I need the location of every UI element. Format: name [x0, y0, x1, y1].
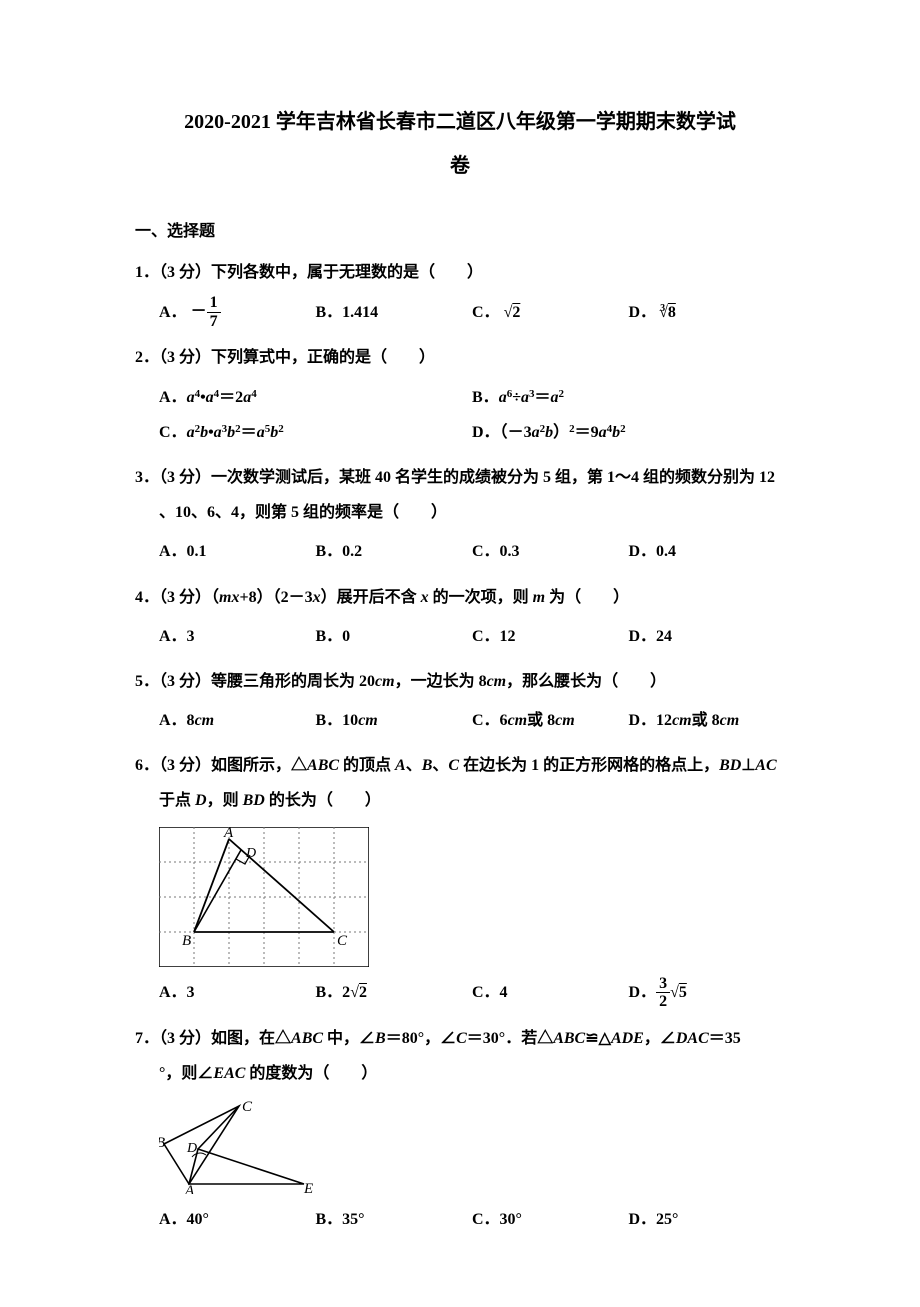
q6-option-b: B．2√2 — [316, 975, 473, 1011]
q1-options: A． －17 B．1.414 C． √2 D． 3√8 — [135, 294, 785, 330]
page-title: 2020-2021 学年吉林省长春市二道区八年级第一学期期末数学试 卷 — [135, 100, 785, 188]
q6-text-2: 于点 D，则 BD 的长为（ ） — [135, 783, 785, 818]
q5-options: A．8cm B．10cm C．6cm 或 8cm D．12cm 或 8cm — [135, 703, 785, 738]
q5-option-b: B．10cm — [316, 703, 473, 738]
q5-option-c: C．6cm 或 8cm — [472, 703, 629, 738]
q7-text-1: 7．（3 分）如图，在△ABC 中，∠B＝80°，∠C＝30°．若△ABC≌△A… — [135, 1021, 785, 1056]
q7-option-c: C．30° — [472, 1202, 629, 1237]
q4-option-c: C．12 — [472, 619, 629, 654]
svg-text:D: D — [186, 1141, 197, 1156]
q7-figure: A B C D E — [159, 1099, 785, 1194]
q4-option-a: A．3 — [159, 619, 316, 654]
question-3: 3．（3 分）一次数学测试后，某班 40 名学生的成绩被分为 5 组，第 1～4… — [135, 460, 785, 570]
q6-text-1: 6．（3 分）如图所示，△ABC 的顶点 A、B、C 在边长为 1 的正方形网格… — [135, 748, 785, 783]
q3-option-b: B．0.2 — [316, 534, 473, 569]
q5-option-d: D．12cm 或 8cm — [629, 703, 786, 738]
q1-option-c: C． √2 — [472, 294, 629, 330]
q2-option-c: C． a2b•a3b2＝a5b2 — [159, 415, 472, 450]
svg-text:D: D — [245, 846, 256, 861]
svg-text:A: A — [223, 827, 234, 841]
q4-option-b: B．0 — [316, 619, 473, 654]
svg-text:C: C — [337, 933, 348, 949]
question-4: 4．（3 分）（mx+8）（2－3x）展开后不含 x 的一次项，则 m 为（ ）… — [135, 580, 785, 654]
svg-text:B: B — [182, 933, 191, 949]
question-6: 6．（3 分）如图所示，△ABC 的顶点 A、B、C 在边长为 1 的正方形网格… — [135, 748, 785, 1011]
svg-text:B: B — [159, 1135, 165, 1151]
title-line-2: 卷 — [450, 155, 470, 177]
svg-text:A: A — [184, 1183, 195, 1194]
q3-option-a: A．0.1 — [159, 534, 316, 569]
q3-text-1: 3．（3 分）一次数学测试后，某班 40 名学生的成绩被分为 5 组，第 1～4… — [135, 460, 785, 495]
q6-options: A．3 B．2√2 C．4 D． 32√5 — [135, 975, 785, 1011]
section-header-1: 一、选择题 — [135, 218, 785, 247]
q1-option-d: D． 3√8 — [629, 294, 786, 330]
q6-figure: A B C D — [159, 827, 785, 967]
title-line-1: 2020-2021 学年吉林省长春市二道区八年级第一学期期末数学试 — [184, 111, 736, 133]
q7-options: A．40° B．35° C．30° D．25° — [135, 1202, 785, 1237]
q7-option-a: A．40° — [159, 1202, 316, 1237]
q6-grid-diagram: A B C D — [159, 827, 369, 967]
q3-option-c: C．0.3 — [472, 534, 629, 569]
q3-options: A．0.1 B．0.2 C．0.3 D．0.4 — [135, 534, 785, 569]
q1-text: 1．（3 分）下列各数中，属于无理数的是（ ） — [135, 255, 785, 290]
q6-option-d: D． 32√5 — [629, 975, 786, 1011]
q4-options: A．3 B．0 C．12 D．24 — [135, 619, 785, 654]
q1-option-b: B．1.414 — [316, 294, 473, 330]
q4-option-d: D．24 — [629, 619, 786, 654]
q7-text-2: °，则∠EAC 的度数为（ ） — [135, 1056, 785, 1091]
question-5: 5．（3 分）等腰三角形的周长为 20cm，一边长为 8cm，那么腰长为（ ） … — [135, 664, 785, 738]
question-7: 7．（3 分）如图，在△ABC 中，∠B＝80°，∠C＝30°．若△ABC≌△A… — [135, 1021, 785, 1238]
svg-text:E: E — [303, 1181, 313, 1194]
q2-option-a: A． a4•a4＝2a4 — [159, 380, 472, 415]
q3-option-d: D．0.4 — [629, 534, 786, 569]
q7-option-d: D．25° — [629, 1202, 786, 1237]
svg-text:C: C — [242, 1099, 253, 1115]
q2-option-d: D．（ －3a2b）2＝9a4b2 — [472, 415, 785, 450]
q6-option-c: C．4 — [472, 975, 629, 1011]
q2-text: 2．（3 分）下列算式中，正确的是（ ） — [135, 340, 785, 375]
q1-option-a: A． －17 — [159, 294, 316, 330]
q7-triangle-diagram: A B C D E — [159, 1099, 314, 1194]
q7-option-b: B．35° — [316, 1202, 473, 1237]
q3-text-2: 、10、6、4，则第 5 组的频率是（ ） — [135, 495, 785, 530]
q2-options: A． a4•a4＝2a4 B． a6÷a3＝a2 C． a2b•a3b2＝a5b… — [135, 380, 785, 450]
q5-text: 5．（3 分）等腰三角形的周长为 20cm，一边长为 8cm，那么腰长为（ ） — [135, 664, 785, 699]
q2-option-b: B． a6÷a3＝a2 — [472, 380, 785, 415]
question-1: 1．（3 分）下列各数中，属于无理数的是（ ） A． －17 B．1.414 C… — [135, 255, 785, 331]
q6-option-a: A．3 — [159, 975, 316, 1011]
q5-option-a: A．8cm — [159, 703, 316, 738]
question-2: 2．（3 分）下列算式中，正确的是（ ） A． a4•a4＝2a4 B． a6÷… — [135, 340, 785, 450]
q4-text: 4．（3 分）（mx+8）（2－3x）展开后不含 x 的一次项，则 m 为（ ） — [135, 580, 785, 615]
